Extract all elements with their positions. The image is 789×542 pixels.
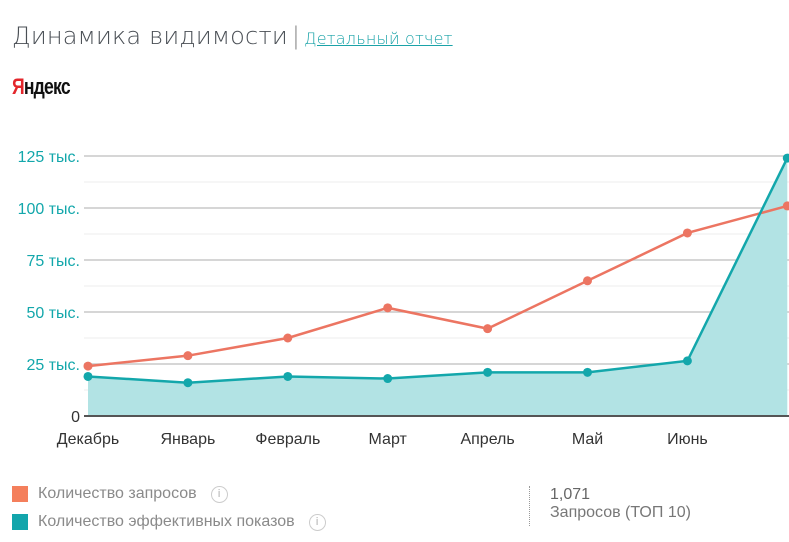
y-tick-label: 75 тыс. xyxy=(26,253,80,270)
x-tick-label: Январь xyxy=(160,431,215,448)
legend-label: Количество эффективных показов xyxy=(38,513,295,530)
info-icon[interactable]: i xyxy=(308,513,326,531)
y-tick-label: 100 тыс. xyxy=(18,201,80,218)
y-tick-label: 50 тыс. xyxy=(26,305,80,322)
data-point xyxy=(183,378,193,388)
detailed-report-link[interactable]: Детальный отчет xyxy=(304,29,453,48)
legend: Количество запросов i Количество эффекти… xyxy=(12,480,326,536)
yandex-logo: Яндекс xyxy=(12,74,71,99)
data-point xyxy=(283,333,293,343)
x-tick-label: Май xyxy=(572,431,603,448)
data-point xyxy=(483,367,493,377)
data-point xyxy=(383,374,393,384)
data-point xyxy=(283,371,293,381)
y-tick-label: 0 xyxy=(71,409,80,426)
legend-item-queries[interactable]: Количество запросов i xyxy=(12,480,326,508)
x-tick-label: Декабрь xyxy=(57,431,119,448)
title-separator: | xyxy=(291,22,301,50)
data-point xyxy=(682,356,692,366)
legend-item-impressions[interactable]: Количество эффективных показов i xyxy=(12,508,326,536)
y-tick-label: 25 тыс. xyxy=(26,357,80,374)
x-tick-label: Июнь xyxy=(667,431,708,448)
data-point xyxy=(83,361,93,371)
x-tick-label: Апрель xyxy=(460,431,514,448)
legend-label: Количество запросов xyxy=(38,485,197,502)
data-point xyxy=(583,276,592,286)
series-line-1 xyxy=(87,157,789,384)
title-text: Динамика видимости xyxy=(12,22,288,50)
data-point xyxy=(782,201,789,211)
x-tick-label: Февраль xyxy=(255,431,320,448)
data-point xyxy=(483,324,493,334)
data-point xyxy=(782,153,789,163)
stat-label: Запросов (ТОП 10) xyxy=(550,504,691,521)
top10-stat: 1,071 Запросов (ТОП 10) xyxy=(529,486,691,526)
x-tick-label: Март xyxy=(369,431,408,448)
data-point xyxy=(83,371,93,381)
data-point xyxy=(682,228,692,238)
area-impressions xyxy=(88,158,788,416)
page-title: Динамика видимости | Детальный отчет xyxy=(12,22,453,50)
data-point xyxy=(383,303,393,313)
legend-swatch xyxy=(12,514,28,530)
y-tick-label: 125 тыс. xyxy=(18,149,80,166)
stat-value: 1,071 xyxy=(550,486,591,503)
data-point xyxy=(583,367,592,377)
info-icon[interactable]: i xyxy=(210,485,228,503)
legend-swatch xyxy=(12,486,28,502)
data-point xyxy=(183,351,193,361)
series-line-0 xyxy=(87,204,788,368)
chart: 0 25 тыс. 50 тыс. 75 тыс. 100 тыс. 125 тыс. Де… xyxy=(18,149,789,448)
